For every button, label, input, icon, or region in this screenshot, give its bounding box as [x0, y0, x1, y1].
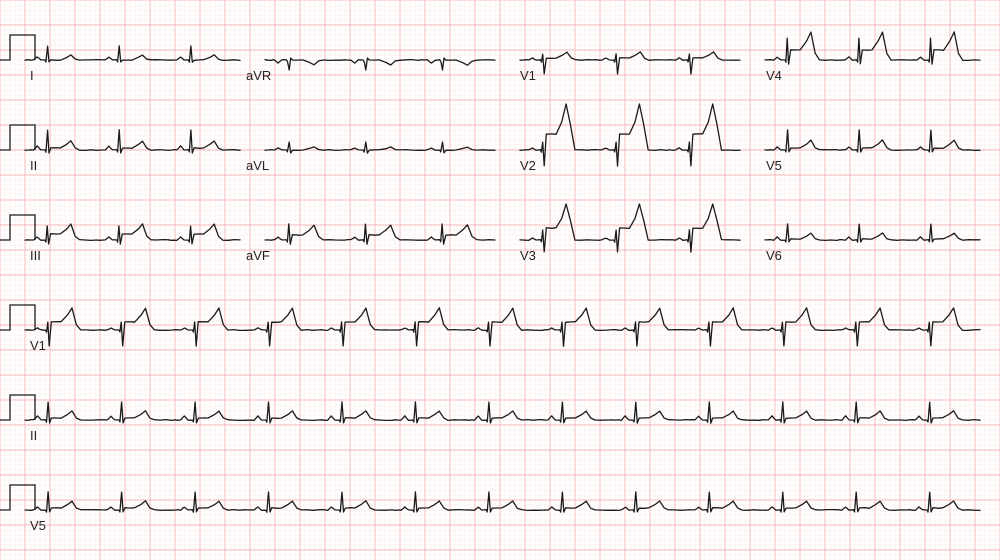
lead-label-v1: V1 — [520, 68, 536, 83]
lead-label-v3: V3 — [520, 248, 536, 263]
ecg-chart: IaVR V1 V4 II aVL V2 V5 III aVF V3 V6 V1 II V5 — [0, 0, 1000, 560]
lead-label-avl: aVL — [246, 158, 269, 173]
lead-label-i: I — [30, 68, 34, 83]
lead-label-v6: V6 — [766, 248, 782, 263]
lead-label-avf: aVF — [246, 248, 270, 263]
lead-label-iii: III — [30, 248, 41, 263]
lead-label-v1: V1 — [30, 338, 46, 353]
lead-label-ii: II — [30, 428, 37, 443]
ecg-svg: IaVR V1 V4 II aVL V2 V5 III aVF V3 V6 V1 II V5 — [0, 0, 1000, 560]
lead-label-v4: V4 — [766, 68, 782, 83]
lead-label-v5: V5 — [30, 518, 46, 533]
lead-label-avr: aVR — [246, 68, 271, 83]
lead-label-ii: II — [30, 158, 37, 173]
lead-label-v2: V2 — [520, 158, 536, 173]
lead-label-v5: V5 — [766, 158, 782, 173]
